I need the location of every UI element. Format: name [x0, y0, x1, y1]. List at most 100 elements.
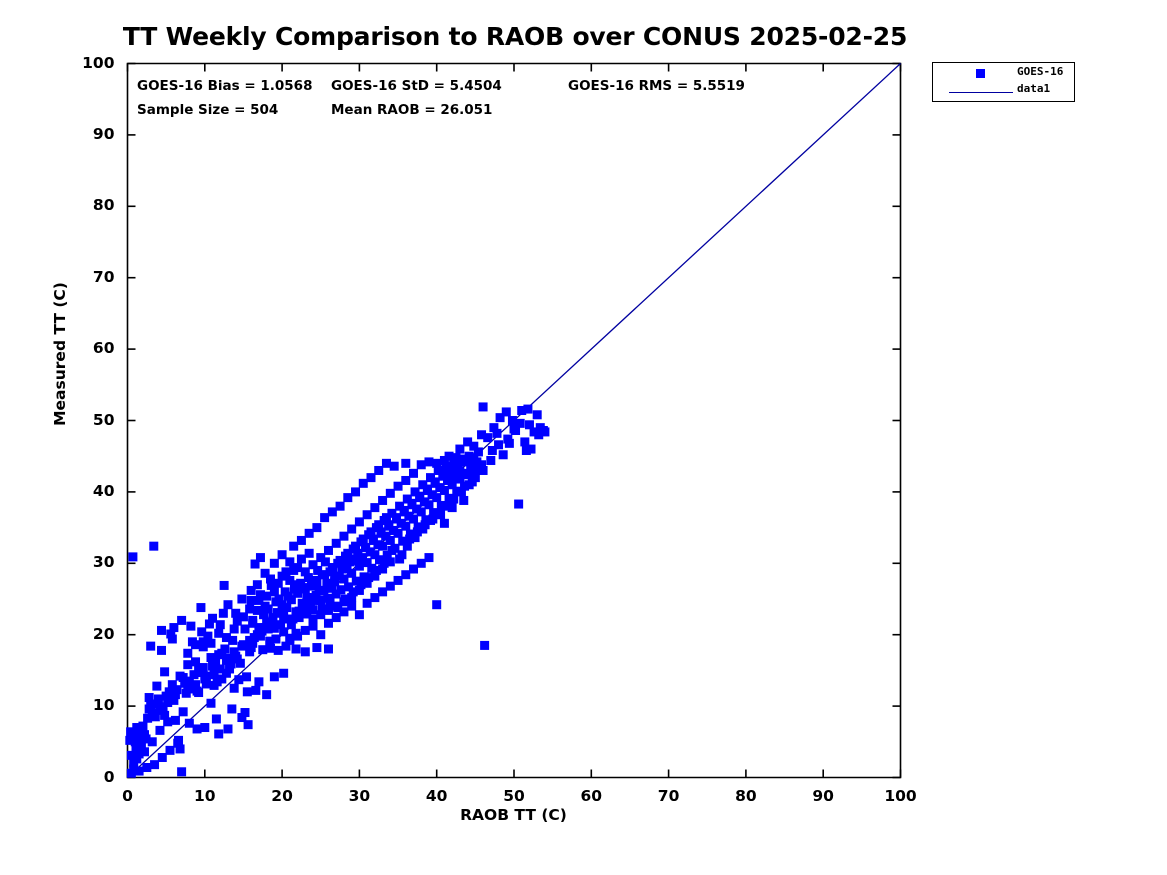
scatter-point: [304, 548, 314, 558]
scatter-point: [478, 465, 488, 475]
scatter-point: [337, 564, 347, 574]
scatter-point: [444, 451, 454, 461]
axes: [126, 62, 902, 779]
scatter-point: [302, 605, 312, 615]
scatter-point: [211, 714, 221, 724]
scatter-point: [498, 450, 508, 460]
scatter-point: [365, 547, 375, 557]
scatter-point: [308, 621, 318, 631]
scatter-point: [248, 638, 258, 648]
scatter-point: [514, 499, 524, 509]
scatter-point: [191, 640, 201, 650]
scatter-point: [356, 580, 366, 590]
scatter-point: [385, 581, 395, 591]
scatter-point: [424, 457, 434, 467]
scatter-point: [206, 638, 216, 648]
scatter-point: [456, 487, 466, 497]
scatter-point: [271, 634, 281, 644]
scatter-point: [389, 461, 399, 471]
scatter-point: [311, 590, 321, 600]
scatter-point: [439, 485, 449, 495]
scatter-point: [436, 500, 446, 510]
scatter-point: [147, 737, 157, 747]
scatter-point: [152, 699, 162, 709]
scatter-point: [478, 402, 488, 412]
scatter-point: [333, 603, 343, 613]
scatter-point: [347, 568, 357, 578]
scatter-point: [370, 593, 380, 603]
scatter-point: [273, 578, 283, 588]
scatter-point: [331, 589, 341, 599]
scatter-point: [373, 540, 383, 550]
scatter-point: [532, 410, 542, 420]
scatter-point: [347, 593, 357, 603]
scatter-point: [191, 657, 201, 667]
scatter-point: [169, 695, 179, 705]
scatter-point: [144, 693, 154, 703]
scatter-point: [183, 660, 193, 670]
scatter-point: [126, 768, 136, 778]
scatter-point: [184, 676, 194, 686]
scatter-point: [347, 524, 357, 534]
scatter-point: [460, 481, 470, 491]
scatter-point: [405, 529, 415, 539]
scatter-point: [418, 480, 428, 490]
scatter-point: [285, 635, 295, 645]
scatter-point: [141, 734, 151, 744]
scatter-point: [217, 674, 227, 684]
scatter-point: [163, 717, 173, 727]
scatter-point: [327, 583, 337, 593]
scatter-point: [285, 575, 295, 585]
scatter-point: [234, 675, 244, 685]
scatter-point: [312, 643, 322, 653]
scatter-point: [184, 718, 194, 728]
scatter-point: [269, 672, 279, 682]
scatter-point: [186, 684, 196, 694]
scatter-point: [250, 559, 260, 569]
scatter-point: [426, 515, 436, 525]
scatter-point: [354, 561, 364, 571]
scatter-point: [449, 494, 459, 504]
scatter-point: [225, 664, 235, 674]
scatter-point: [130, 737, 140, 747]
annotation-bias: GOES-16 Bias = 1.0568: [137, 78, 313, 94]
scatter-point: [255, 631, 265, 641]
scatter-point: [524, 420, 534, 430]
scatter-point: [269, 587, 279, 597]
scatter-point: [396, 518, 406, 528]
scatter-point: [472, 457, 482, 467]
scatter-point: [198, 637, 208, 647]
y-tick-label: 100: [82, 53, 115, 72]
scatter-point: [354, 585, 364, 595]
scatter-point: [300, 625, 310, 635]
scatter-point: [334, 571, 344, 581]
scatter-point: [131, 743, 141, 753]
scatter-point: [277, 600, 287, 610]
legend-marker-line: [949, 92, 1013, 93]
scatter-point: [183, 648, 193, 658]
scatter-point: [300, 584, 310, 594]
scatter-point: [344, 582, 354, 592]
scatter-point: [331, 538, 341, 548]
scatter-point: [229, 683, 239, 693]
scatter-point: [364, 573, 374, 583]
scatter-point: [237, 594, 247, 604]
scatter-point: [399, 507, 409, 517]
scatter-point: [378, 495, 388, 505]
scatter-point: [381, 513, 391, 523]
scatter-point: [477, 460, 487, 470]
scatter-point: [415, 493, 425, 503]
x-tick-label: 90: [812, 786, 834, 805]
scatter-point: [370, 550, 380, 560]
scatter-point: [206, 698, 216, 708]
scatter-point: [132, 754, 142, 764]
scatter-point: [374, 520, 384, 530]
scatter-point: [521, 445, 531, 455]
scatter-point: [293, 580, 303, 590]
scatter-point: [470, 473, 480, 483]
scatter-point: [208, 613, 218, 623]
scatter-point: [382, 550, 392, 560]
scatter-point: [354, 610, 364, 620]
scatter-point: [310, 595, 320, 605]
scatter-point: [374, 465, 384, 475]
